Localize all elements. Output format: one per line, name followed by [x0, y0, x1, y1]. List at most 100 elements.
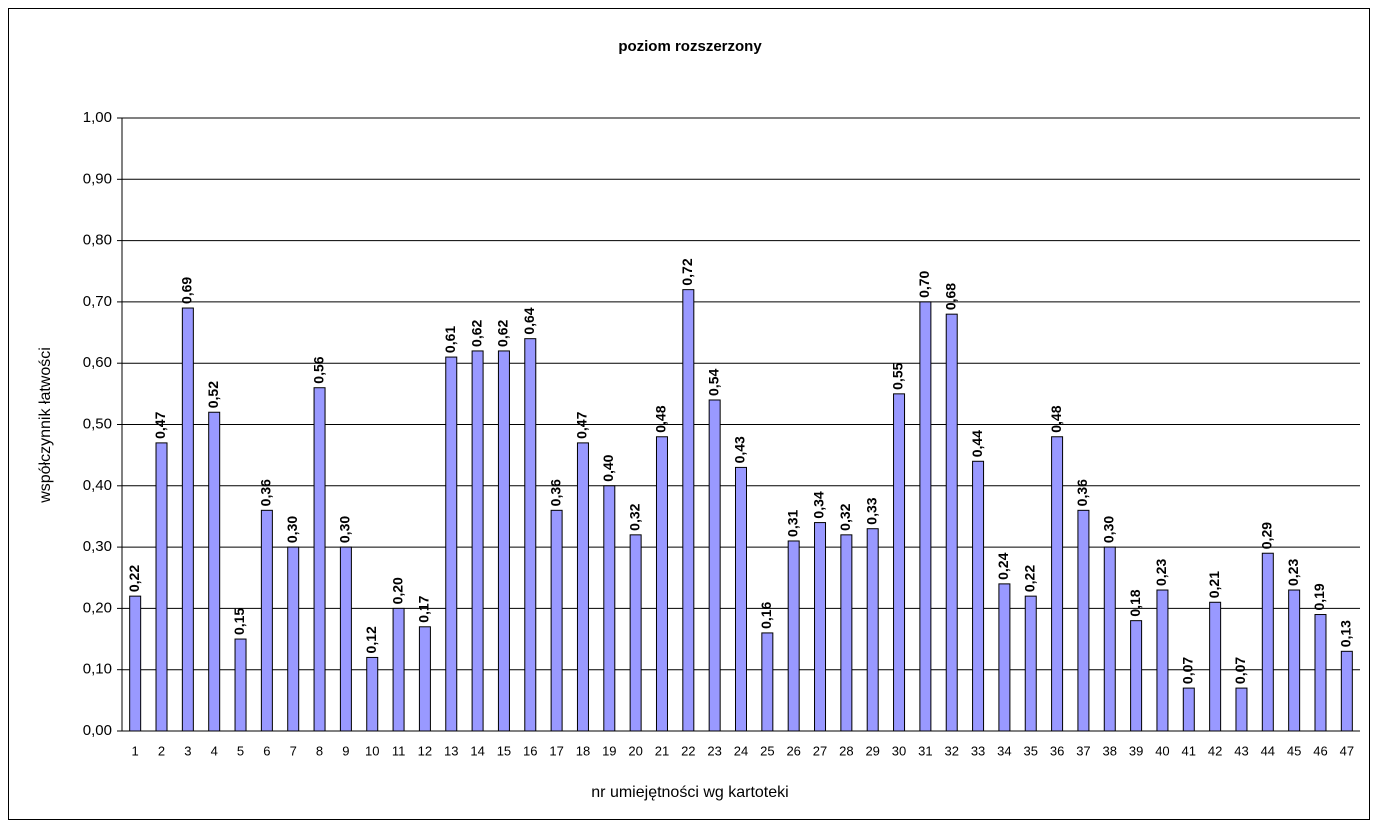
bar	[840, 534, 853, 732]
x-tick-label: 12	[418, 743, 432, 758]
x-tick-label: 5	[237, 743, 244, 758]
bar	[1235, 687, 1248, 732]
data-label: 0,30	[337, 516, 353, 543]
data-label: 0,20	[389, 577, 405, 604]
bar	[576, 442, 589, 732]
data-label: 0,36	[258, 479, 274, 506]
x-tick-label: 18	[576, 743, 590, 758]
chart-title: poziom rozszerzony	[618, 38, 762, 55]
x-tick-label: 1	[132, 743, 139, 758]
x-tick-label: 39	[1129, 743, 1143, 758]
data-label: 0,12	[363, 626, 379, 653]
x-tick-label: 40	[1155, 743, 1169, 758]
data-label: 0,64	[521, 307, 537, 334]
x-tick-label: 45	[1287, 743, 1301, 758]
x-tick-label: 23	[707, 743, 721, 758]
y-tick-label: 0,50	[83, 415, 112, 432]
x-tick-label: 9	[342, 743, 349, 758]
data-label: 0,33	[863, 497, 879, 524]
bar	[155, 442, 168, 732]
data-label: 0,48	[653, 405, 669, 432]
bar	[866, 528, 879, 732]
x-tick-label: 24	[734, 743, 748, 758]
data-label: 0,34	[811, 491, 827, 518]
bar	[287, 546, 300, 732]
x-axis-label: nr umiejętności wg kartoteki	[591, 784, 788, 801]
data-label: 0,69	[179, 277, 195, 304]
x-tick-label: 33	[971, 743, 985, 758]
x-tick-label: 7	[290, 743, 297, 758]
data-label: 0,31	[784, 510, 800, 537]
data-label: 0,52	[205, 381, 221, 408]
bar	[313, 387, 326, 732]
data-label: 0,44	[969, 430, 985, 457]
bar	[1209, 601, 1222, 732]
x-tick-label: 29	[865, 743, 879, 758]
bar	[366, 656, 379, 732]
x-tick-label: 11	[392, 743, 406, 758]
x-tick-label: 36	[1050, 743, 1064, 758]
data-label: 0,30	[284, 516, 300, 543]
bar	[655, 436, 668, 732]
bar	[998, 583, 1011, 732]
bar	[1182, 687, 1195, 732]
x-tick-label: 27	[813, 743, 827, 758]
x-tick-label: 20	[628, 743, 642, 758]
x-tick-label: 31	[918, 743, 932, 758]
x-tick-label: 10	[365, 743, 379, 758]
x-tick-label: 43	[1234, 743, 1248, 758]
data-label: 0,36	[1074, 479, 1090, 506]
data-label: 0,22	[1021, 565, 1037, 592]
bar	[682, 289, 695, 732]
bar	[550, 509, 563, 732]
data-label: 0,21	[1206, 571, 1222, 598]
y-tick-label: 0,10	[83, 661, 112, 678]
x-tick-label: 42	[1208, 743, 1222, 758]
bar	[919, 301, 932, 732]
x-tick-label: 2	[158, 743, 165, 758]
bar	[761, 632, 774, 732]
bar	[814, 522, 827, 732]
data-label: 0,24	[995, 552, 1011, 579]
data-label: 0,30	[1100, 516, 1116, 543]
x-tick-label: 47	[1340, 743, 1354, 758]
data-label: 0,62	[495, 319, 511, 346]
bar	[1261, 552, 1274, 732]
data-label: 0,17	[416, 595, 432, 622]
x-tick-label: 4	[211, 743, 218, 758]
x-tick-label: 26	[786, 743, 800, 758]
data-label: 0,23	[1285, 559, 1301, 586]
x-tick-label: 41	[1182, 743, 1196, 758]
bar	[1024, 595, 1037, 732]
x-tick-label: 14	[470, 743, 484, 758]
data-label: 0,32	[837, 503, 853, 530]
bar	[1340, 650, 1353, 732]
x-tick-label: 13	[444, 743, 458, 758]
bar	[735, 466, 747, 732]
data-label: 0,54	[705, 369, 721, 396]
x-tick-label: 28	[839, 743, 853, 758]
x-tick-label: 37	[1076, 743, 1090, 758]
data-label: 0,72	[679, 258, 695, 285]
data-label: 0,29	[1259, 522, 1275, 549]
data-label: 0,36	[547, 479, 563, 506]
bar	[603, 485, 616, 732]
data-label: 0,47	[574, 411, 590, 438]
data-label: 0,62	[468, 319, 484, 346]
bar	[787, 540, 800, 732]
bar	[129, 595, 142, 732]
y-tick-label: 0,00	[83, 722, 112, 739]
data-label: 0,07	[1232, 657, 1248, 684]
data-label: 0,55	[890, 362, 906, 389]
x-tick-label: 19	[602, 743, 616, 758]
y-axis-label: współczynnik łatwości	[37, 347, 54, 504]
x-tick-label: 35	[1024, 743, 1038, 758]
y-tick-label: 0,20	[83, 599, 112, 616]
bar	[524, 338, 537, 732]
bar	[208, 411, 221, 732]
data-label: 0,61	[442, 326, 458, 353]
x-tick-label: 32	[944, 743, 958, 758]
x-tick-label: 15	[497, 743, 511, 758]
